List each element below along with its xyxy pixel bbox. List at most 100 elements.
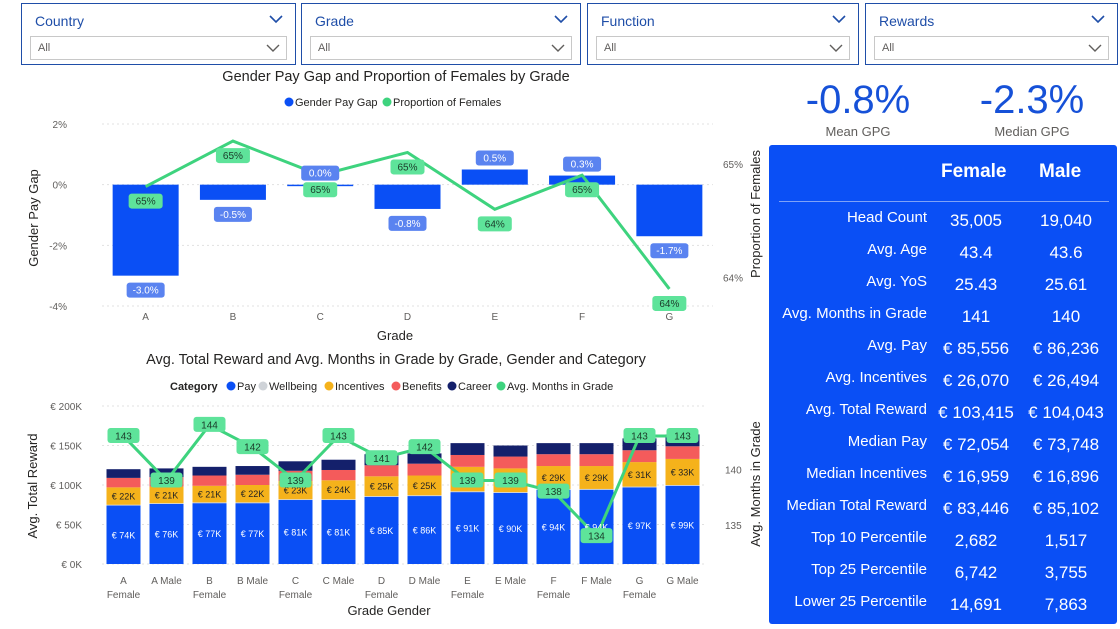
pay-segment[interactable] bbox=[106, 505, 141, 564]
gpg-label-box bbox=[126, 282, 165, 298]
benefits-segment[interactable] bbox=[493, 456, 528, 469]
pay-segment[interactable] bbox=[579, 489, 614, 564]
benefits-segment[interactable] bbox=[536, 454, 571, 467]
months-label-box bbox=[494, 472, 527, 488]
wellbeing-segment[interactable] bbox=[622, 486, 657, 488]
gpg-bar[interactable] bbox=[461, 169, 528, 185]
pay-segment[interactable] bbox=[364, 496, 399, 564]
career-segment[interactable] bbox=[450, 443, 485, 455]
gpg-bar[interactable] bbox=[549, 175, 616, 185]
wellbeing-segment[interactable] bbox=[106, 504, 141, 506]
wellbeing-segment[interactable] bbox=[450, 491, 485, 493]
months-data-label: 144 bbox=[201, 420, 218, 431]
benefits-segment[interactable] bbox=[622, 450, 657, 463]
wellbeing-segment[interactable] bbox=[665, 485, 700, 486]
x-tick-label: D Male bbox=[409, 576, 441, 587]
wellbeing-segment[interactable] bbox=[278, 499, 313, 501]
career-segment[interactable] bbox=[579, 443, 614, 455]
gpg-bar[interactable] bbox=[374, 184, 441, 209]
grade-filter[interactable]: Grade All bbox=[301, 3, 581, 65]
female-value: € 16,959 bbox=[942, 467, 1010, 486]
x-tick-label: Female bbox=[537, 590, 571, 601]
benefits-segment[interactable] bbox=[407, 463, 442, 476]
gpg-bar[interactable] bbox=[636, 184, 703, 237]
pay-segment[interactable] bbox=[665, 485, 700, 564]
career-segment[interactable] bbox=[106, 469, 141, 478]
gpg-bar[interactable] bbox=[199, 184, 266, 200]
chevron-down-icon bbox=[551, 44, 565, 52]
benefits-segment[interactable] bbox=[579, 454, 614, 467]
incentives-segment[interactable] bbox=[536, 466, 571, 489]
career-segment[interactable] bbox=[235, 466, 270, 475]
pay-segment[interactable] bbox=[493, 492, 528, 564]
chevron-down-icon[interactable] bbox=[830, 10, 848, 28]
pay-data-label: € 94K bbox=[585, 522, 609, 532]
career-segment[interactable] bbox=[536, 443, 571, 455]
rewards-filter[interactable]: Rewards All bbox=[865, 3, 1118, 65]
pay-segment[interactable] bbox=[450, 492, 485, 564]
wellbeing-segment[interactable] bbox=[407, 495, 442, 497]
function-dropdown[interactable]: All bbox=[596, 36, 850, 60]
rewards-dropdown[interactable]: All bbox=[874, 36, 1109, 60]
pay-segment[interactable] bbox=[278, 500, 313, 564]
legend-marker-pay bbox=[226, 381, 236, 391]
months-label-box bbox=[537, 483, 570, 499]
pay-segment[interactable] bbox=[235, 503, 270, 564]
career-segment[interactable] bbox=[622, 438, 657, 451]
career-segment[interactable] bbox=[278, 461, 313, 471]
pay-segment[interactable] bbox=[407, 496, 442, 564]
incentives-segment[interactable] bbox=[321, 480, 356, 500]
months-label-box bbox=[451, 472, 484, 488]
benefits-segment[interactable] bbox=[192, 475, 227, 486]
grade-dropdown[interactable]: All bbox=[310, 36, 572, 60]
country-filter-value: All bbox=[38, 42, 51, 54]
benefits-segment[interactable] bbox=[106, 477, 141, 488]
benefits-segment[interactable] bbox=[665, 446, 700, 459]
median-gpg-value: -2.3% bbox=[979, 78, 1085, 122]
wellbeing-segment[interactable] bbox=[364, 496, 399, 497]
incentives-segment[interactable] bbox=[106, 487, 141, 505]
country-dropdown[interactable]: All bbox=[30, 36, 287, 60]
pay-segment[interactable] bbox=[149, 503, 184, 564]
col-header-female: Female bbox=[941, 161, 1007, 182]
career-segment[interactable] bbox=[192, 466, 227, 476]
incentives-segment[interactable] bbox=[364, 476, 399, 497]
wellbeing-segment[interactable] bbox=[321, 499, 356, 501]
career-segment[interactable] bbox=[321, 459, 356, 470]
benefits-segment[interactable] bbox=[364, 465, 399, 477]
prop-females-line[interactable] bbox=[144, 139, 671, 290]
incentives-segment[interactable] bbox=[407, 475, 442, 496]
pay-segment[interactable] bbox=[192, 503, 227, 564]
function-filter[interactable]: Function All bbox=[587, 3, 859, 65]
wellbeing-segment[interactable] bbox=[579, 488, 614, 490]
chevron-down-icon[interactable] bbox=[552, 10, 570, 28]
wellbeing-segment[interactable] bbox=[192, 502, 227, 504]
wellbeing-segment[interactable] bbox=[149, 503, 184, 504]
country-filter[interactable]: Country All bbox=[21, 3, 296, 65]
benefits-segment[interactable] bbox=[321, 469, 356, 481]
row-label: Lower 25 Percentile bbox=[794, 593, 927, 610]
incentives-segment[interactable] bbox=[192, 485, 227, 503]
benefits-segment[interactable] bbox=[235, 474, 270, 485]
incentives-segment[interactable] bbox=[665, 458, 700, 485]
row-label: Avg. Total Reward bbox=[805, 401, 927, 418]
table-row: Avg. Incentives € 26,070 € 26,494 bbox=[769, 366, 1117, 398]
chevron-down-icon[interactable] bbox=[1089, 10, 1107, 28]
career-segment[interactable] bbox=[493, 445, 528, 457]
incentives-segment[interactable] bbox=[235, 485, 270, 503]
x-tick-label: A bbox=[120, 576, 127, 587]
pay-data-label: € 77K bbox=[241, 529, 265, 539]
incentives-data-label: € 25K bbox=[413, 481, 437, 491]
chevron-down-icon bbox=[266, 44, 280, 52]
wellbeing-segment[interactable] bbox=[493, 492, 528, 493]
chevron-down-icon[interactable] bbox=[267, 10, 285, 28]
incentives-segment[interactable] bbox=[579, 466, 614, 489]
y-tick-label: -2% bbox=[49, 241, 67, 252]
wellbeing-segment[interactable] bbox=[235, 502, 270, 504]
benefits-segment[interactable] bbox=[450, 454, 485, 467]
incentives-segment[interactable] bbox=[149, 486, 184, 504]
pay-segment[interactable] bbox=[622, 487, 657, 564]
gpg-data-label: 0.5% bbox=[483, 154, 506, 165]
career-segment[interactable] bbox=[407, 453, 442, 464]
pay-segment[interactable] bbox=[321, 500, 356, 564]
